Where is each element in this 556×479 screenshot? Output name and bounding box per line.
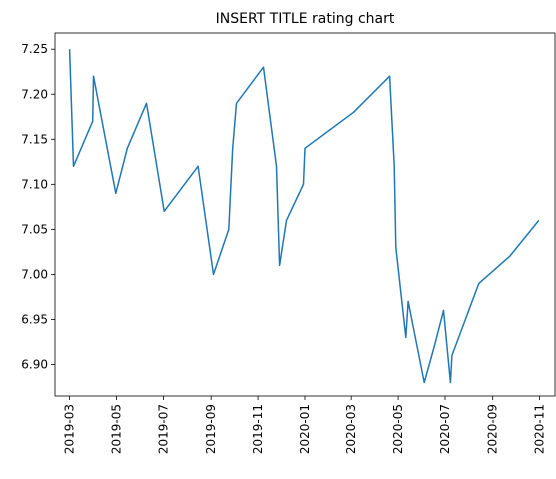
- x-tick-label: 2020-07: [438, 404, 452, 454]
- x-tick-label: 2020-11: [533, 404, 547, 454]
- x-tick-label: 2019-05: [110, 404, 124, 454]
- y-tick-label: 6.90: [21, 357, 48, 371]
- x-tick-label: 2019-11: [251, 404, 265, 454]
- chart-title: INSERT TITLE rating chart: [216, 11, 395, 27]
- y-tick-label: 7.25: [21, 42, 48, 56]
- y-tick-label: 6.95: [21, 312, 48, 326]
- plot-frame: [54, 32, 556, 397]
- x-tick-label: 2020-09: [486, 404, 500, 454]
- y-tick-label: 7.05: [21, 222, 48, 236]
- x-tick-label: 2020-01: [298, 404, 312, 454]
- x-tick-label: 2019-03: [63, 404, 77, 454]
- y-tick-label: 7.10: [21, 177, 48, 191]
- y-tick-label: 7.20: [21, 87, 48, 101]
- x-tick-label: 2020-03: [344, 404, 358, 454]
- x-tick-label: 2020-05: [391, 404, 405, 454]
- y-axis: 6.90 6.95 7.00 7.05 7.10 7.15 7.20 7.25: [21, 42, 55, 371]
- x-axis: 2019-03 2019-05 2019-07 2019-09 2019-11 2020-…: [63, 396, 547, 454]
- y-tick-label: 7.00: [21, 267, 48, 281]
- x-tick-label: 2019-07: [156, 404, 170, 454]
- x-tick-label: 2019-09: [204, 404, 218, 454]
- series-line: [68, 49, 540, 384]
- y-tick-label: 7.15: [21, 132, 48, 146]
- series-layer: [68, 49, 540, 384]
